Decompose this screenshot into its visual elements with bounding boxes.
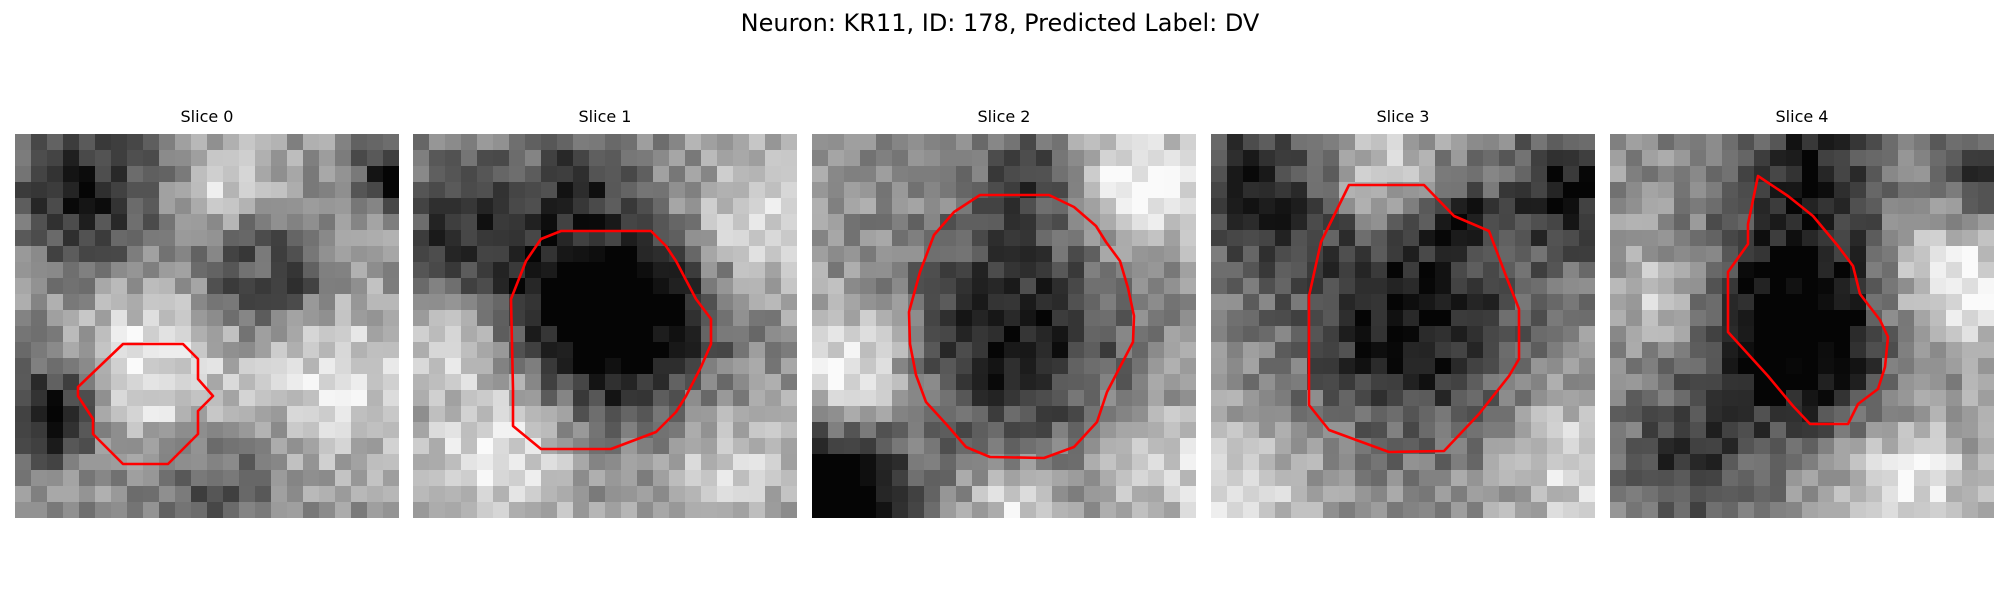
slice-title-0: Slice 0 <box>15 107 399 127</box>
slice-pixels-2 <box>812 134 1196 518</box>
slice-pixels-4 <box>1610 134 1994 518</box>
slice-title-2: Slice 2 <box>812 107 1196 127</box>
figure-title: Neuron: KR11, ID: 178, Predicted Label: … <box>0 8 2000 38</box>
slice-title-1: Slice 1 <box>413 107 797 127</box>
slice-title-4: Slice 4 <box>1610 107 1994 127</box>
slice-title-3: Slice 3 <box>1211 107 1595 127</box>
slice-panel-1: Slice 1 <box>413 107 797 518</box>
slice-pixels-1 <box>413 134 797 518</box>
slice-image-0 <box>15 134 399 518</box>
slice-panel-3: Slice 3 <box>1211 107 1595 518</box>
slice-panel-4: Slice 4 <box>1610 107 1994 518</box>
slice-panel-2: Slice 2 <box>812 107 1196 518</box>
slice-image-3 <box>1211 134 1595 518</box>
slice-image-4 <box>1610 134 1994 518</box>
slice-panel-0: Slice 0 <box>15 107 399 518</box>
slice-pixels-0 <box>15 134 399 518</box>
slice-pixels-3 <box>1211 134 1595 518</box>
slice-image-2 <box>812 134 1196 518</box>
slice-image-1 <box>413 134 797 518</box>
